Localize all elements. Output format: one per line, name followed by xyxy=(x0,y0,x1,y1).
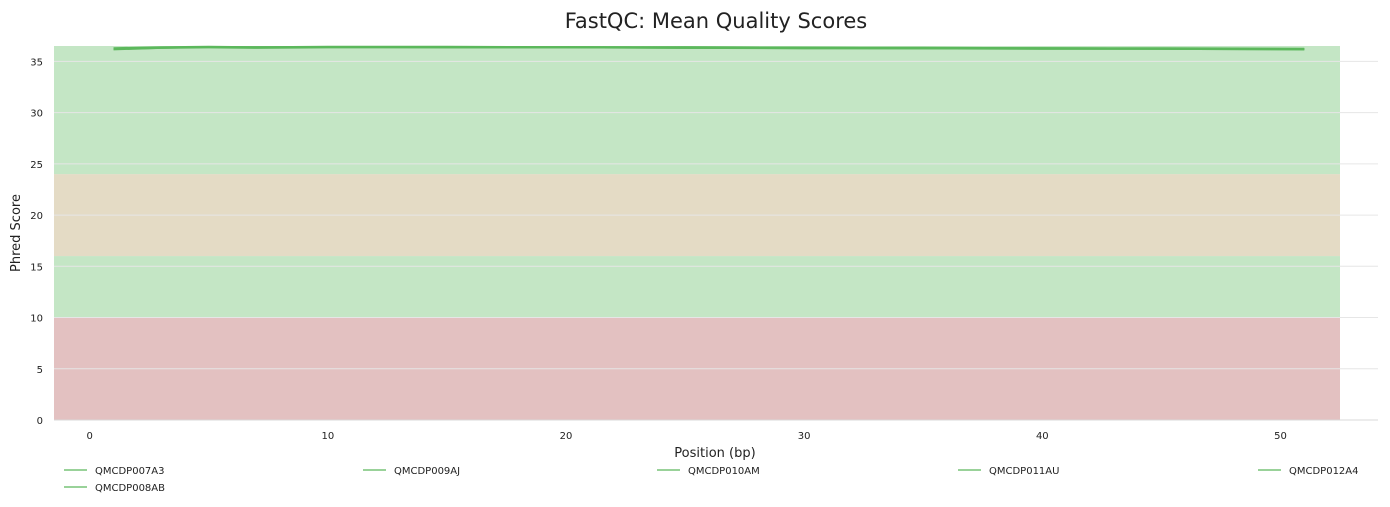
legend-label: QMCDP007A3 xyxy=(95,466,165,477)
legend-label: QMCDP010AM xyxy=(688,466,760,477)
legend-item-QMCDP010AM[interactable]: QMCDP010AM xyxy=(657,466,760,477)
legend-item-QMCDP009AJ[interactable]: QMCDP009AJ xyxy=(363,466,460,477)
x-axis-label: Position (bp) xyxy=(674,446,755,461)
y-tick-label-20: 20 xyxy=(30,211,43,222)
legend-item-QMCDP008AB[interactable]: QMCDP008AB xyxy=(64,483,165,494)
legend-label: QMCDP009AJ xyxy=(394,466,460,477)
legend: QMCDP007A3 QMCDP009AJ QMCDP010AM QMCDP011AU… xyxy=(64,466,1359,494)
quality-band-1 xyxy=(54,256,1340,318)
grid-lines xyxy=(54,60,1378,421)
quality-band-3 xyxy=(54,46,1340,175)
y-tick-label-25: 25 xyxy=(30,160,43,171)
x-axis-ticks: 0 10 20 30 40 50 xyxy=(87,431,1287,442)
legend-item-QMCDP011AU[interactable]: QMCDP011AU xyxy=(958,466,1059,477)
legend-label: QMCDP008AB xyxy=(95,483,165,494)
y-tick-label-5: 5 xyxy=(37,365,43,376)
y-tick-label-0: 0 xyxy=(37,416,43,427)
series-line-QMCDP008AB xyxy=(113,46,1305,51)
x-tick-label-40: 40 xyxy=(1036,431,1049,442)
chart-title: FastQC: Mean Quality Scores xyxy=(565,9,868,33)
x-tick-label-0: 0 xyxy=(87,431,93,442)
legend-label: QMCDP011AU xyxy=(989,466,1059,477)
legend-label: QMCDP012A4 xyxy=(1289,466,1359,477)
y-axis-label: Phred Score xyxy=(9,194,24,272)
quality-bands xyxy=(54,46,1340,420)
legend-item-QMCDP007A3[interactable]: QMCDP007A3 xyxy=(64,466,165,477)
legend-item-QMCDP012A4[interactable]: QMCDP012A4 xyxy=(1258,466,1359,477)
y-tick-label-15: 15 xyxy=(30,262,43,273)
y-tick-label-35: 35 xyxy=(30,57,43,68)
y-axis-ticks: 0 5 10 15 20 25 30 35 xyxy=(30,57,43,427)
x-tick-label-30: 30 xyxy=(798,431,811,442)
y-tick-label-30: 30 xyxy=(30,109,43,120)
x-tick-label-10: 10 xyxy=(322,431,335,442)
x-tick-label-50: 50 xyxy=(1274,431,1287,442)
y-tick-label-10: 10 xyxy=(30,314,43,325)
x-tick-label-20: 20 xyxy=(560,431,573,442)
series-lines xyxy=(113,45,1305,51)
